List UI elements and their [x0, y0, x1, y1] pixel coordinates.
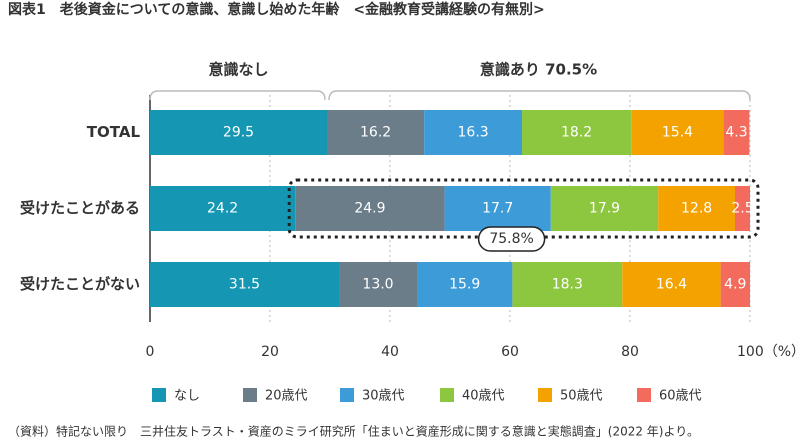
bar-segment — [417, 262, 513, 307]
legend-label: なし — [174, 389, 200, 404]
annotation: 意識なし — [208, 61, 268, 79]
value-label: 29.5 — [223, 125, 254, 141]
value-label: 31.5 — [229, 277, 260, 293]
legend-label: 60歳代 — [659, 389, 702, 404]
value-label: 18.2 — [561, 125, 592, 141]
legend-swatch — [152, 388, 166, 402]
legend-label: 20歳代 — [265, 389, 308, 404]
value-label: 4.9 — [724, 277, 746, 293]
x-tick-label: 80 — [621, 344, 639, 360]
chart-title: 図表1 老後資金についての意識、意識し始めた年齢 <金融教育受講経験の有無別> — [8, 1, 545, 18]
value-label: 15.4 — [662, 125, 693, 141]
bar-segment — [339, 262, 417, 307]
bracket — [328, 90, 751, 101]
value-label: 4.3 — [725, 125, 747, 141]
annotation-bg — [477, 226, 546, 252]
legend-swatch — [538, 388, 552, 402]
x-tick-label: 60 — [501, 344, 519, 360]
x-tick-label: 40 — [381, 344, 399, 360]
value-label: 15.9 — [449, 277, 480, 293]
annotation: 75.8% — [489, 231, 533, 247]
legend-swatch — [440, 388, 454, 402]
legend-label: 30歳代 — [362, 389, 405, 404]
bar-segment — [150, 262, 339, 307]
value-label: 17.7 — [482, 201, 513, 217]
note: （資料）特記ない限り 三井住友トラスト・資産のミライ研究所「住まいと資産形成に関… — [8, 424, 699, 439]
legend-label: 50歳代 — [560, 389, 603, 404]
value-label: 2.5 — [731, 201, 753, 217]
legend-swatch — [340, 388, 354, 402]
bar-segment — [444, 186, 551, 231]
bar-segment — [327, 110, 425, 155]
value-label: 13.0 — [362, 277, 393, 293]
bar-segment — [720, 262, 750, 307]
x-tick-label: 0 — [146, 344, 155, 360]
x-tick-label: 20 — [261, 344, 279, 360]
legend-swatch — [637, 388, 651, 402]
bracket — [149, 90, 326, 101]
value-label: 24.2 — [207, 201, 238, 217]
bar-segment — [658, 186, 735, 231]
legend-swatch — [243, 388, 257, 402]
value-label: 16.3 — [458, 125, 489, 141]
value-label: 16.2 — [360, 125, 391, 141]
value-label: 12.8 — [681, 201, 712, 217]
highlight-box — [287, 178, 760, 239]
annotation: 意識あり 70.5% — [480, 61, 597, 79]
y-tick-label: TOTAL — [87, 123, 141, 141]
x-tick-label: 100（%） — [737, 344, 800, 360]
value-label: 16.4 — [656, 277, 687, 293]
bar-segment — [424, 110, 522, 155]
bar-segment — [522, 110, 632, 155]
bar-segment — [622, 262, 721, 307]
bar-segment — [550, 186, 659, 231]
bar-segment — [512, 262, 623, 307]
bar-segment — [735, 186, 750, 231]
bar-segment — [295, 186, 445, 231]
legend-label: 40歳代 — [462, 389, 505, 404]
bar-segment — [631, 110, 724, 155]
value-label: 24.9 — [354, 201, 385, 217]
bar-segment — [150, 186, 296, 231]
bar-segment — [150, 110, 327, 155]
y-tick-label: 受けたことがない — [20, 275, 140, 293]
value-label: 18.3 — [552, 277, 583, 293]
y-tick-label: 受けたことがある — [20, 199, 140, 217]
value-label: 17.9 — [589, 201, 620, 217]
bar-segment — [723, 110, 750, 155]
